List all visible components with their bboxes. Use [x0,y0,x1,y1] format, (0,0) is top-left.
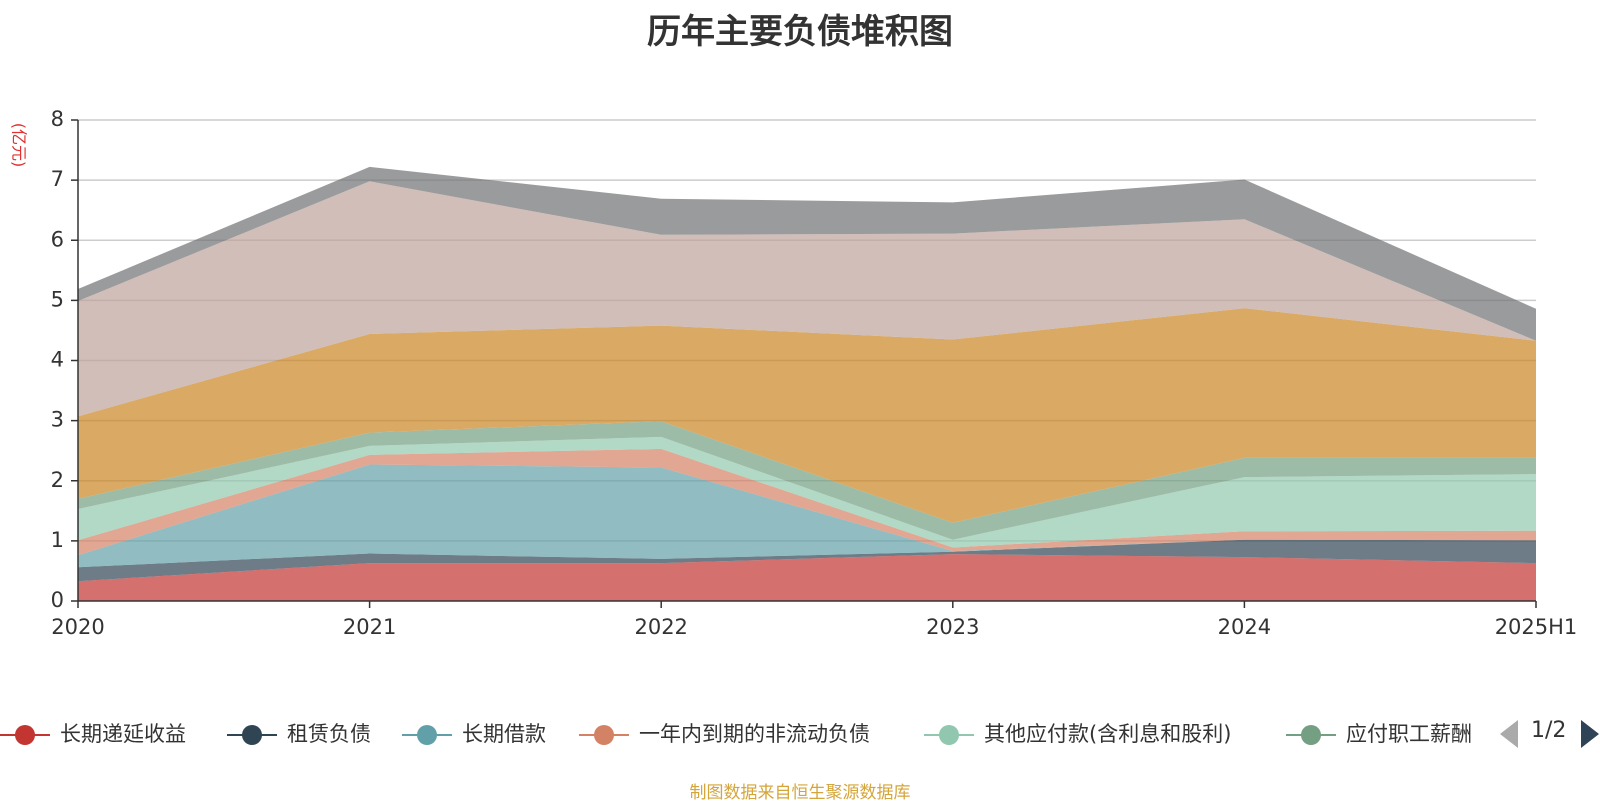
legend-page-indicator: 1/2 [1531,718,1567,743]
legend-marker-icon [939,725,959,745]
legend-marker-icon [594,725,614,745]
legend-item[interactable]: 应付职工薪酬 [1286,722,1472,746]
chart-title: 历年主要负债堆积图 [647,12,953,52]
legend-label: 其他应付款(含利息和股利) [984,722,1231,746]
legend-marker-icon [1301,725,1321,745]
legend-marker-icon [15,725,35,745]
legend-item[interactable]: 长期递延收益 [0,722,186,746]
legend-marker-icon [242,725,262,745]
y-tick-label: 6 [51,227,64,251]
legend-label: 应付职工薪酬 [1346,722,1472,746]
footer-source-note: 制图数据来自恒生聚源数据库 [689,783,911,803]
legend-item[interactable]: 长期借款 [402,722,546,746]
legend-item[interactable]: 租赁负债 [227,722,371,746]
x-tick-label: 2020 [51,615,104,639]
x-tick-label: 2025H1 [1495,615,1578,639]
y-tick-label: 5 [51,287,64,311]
y-tick-label: 8 [51,107,64,131]
y-tick-label: 2 [51,468,64,492]
x-tick-label: 2022 [634,615,687,639]
series-area-1 [78,539,1536,582]
y-axis-unit-label: (亿元) [10,123,29,168]
y-tick-label: 4 [51,348,64,372]
legend-label: 长期借款 [462,722,546,746]
series-area-2 [78,464,1536,568]
area-layer [78,166,1536,601]
x-tick-label: 2023 [926,615,979,639]
legend-item[interactable]: 一年内到期的非流动负债 [579,722,870,746]
legend-marker-icon [417,725,437,745]
y-tick-label: 7 [51,167,64,191]
series-area-6 [78,308,1536,523]
x-tick-label: 2024 [1218,615,1271,639]
series-area-0 [78,554,1536,601]
y-tick-label: 1 [51,528,64,552]
series-area-4 [78,436,1536,548]
x-tick-label: 2021 [343,615,396,639]
legend-item[interactable]: 其他应付款(含利息和股利) [924,722,1231,746]
y-tick-label: 3 [51,408,64,432]
legend-next-arrow-icon[interactable] [1581,720,1599,748]
series-area-3 [78,448,1536,556]
y-tick-label: 0 [51,588,64,612]
legend-label: 一年内到期的非流动负债 [639,722,870,746]
legend-label: 租赁负债 [287,722,371,746]
legend-prev-arrow-icon[interactable] [1500,720,1518,748]
legend[interactable]: 长期递延收益 租赁负债 长期借款 一年内到期的非流动负债 其他应付款(含利息和股利) 应付… [0,722,1472,746]
series-area-8 [78,166,1536,341]
series-area-5 [78,421,1536,540]
legend-label: 长期递延收益 [60,722,186,746]
series-area-7 [78,181,1536,417]
axis-layer: 0 1 2 3 4 5 6 7 8 2020 2021 2022 2023 2024 2025H1 [51,107,1578,639]
